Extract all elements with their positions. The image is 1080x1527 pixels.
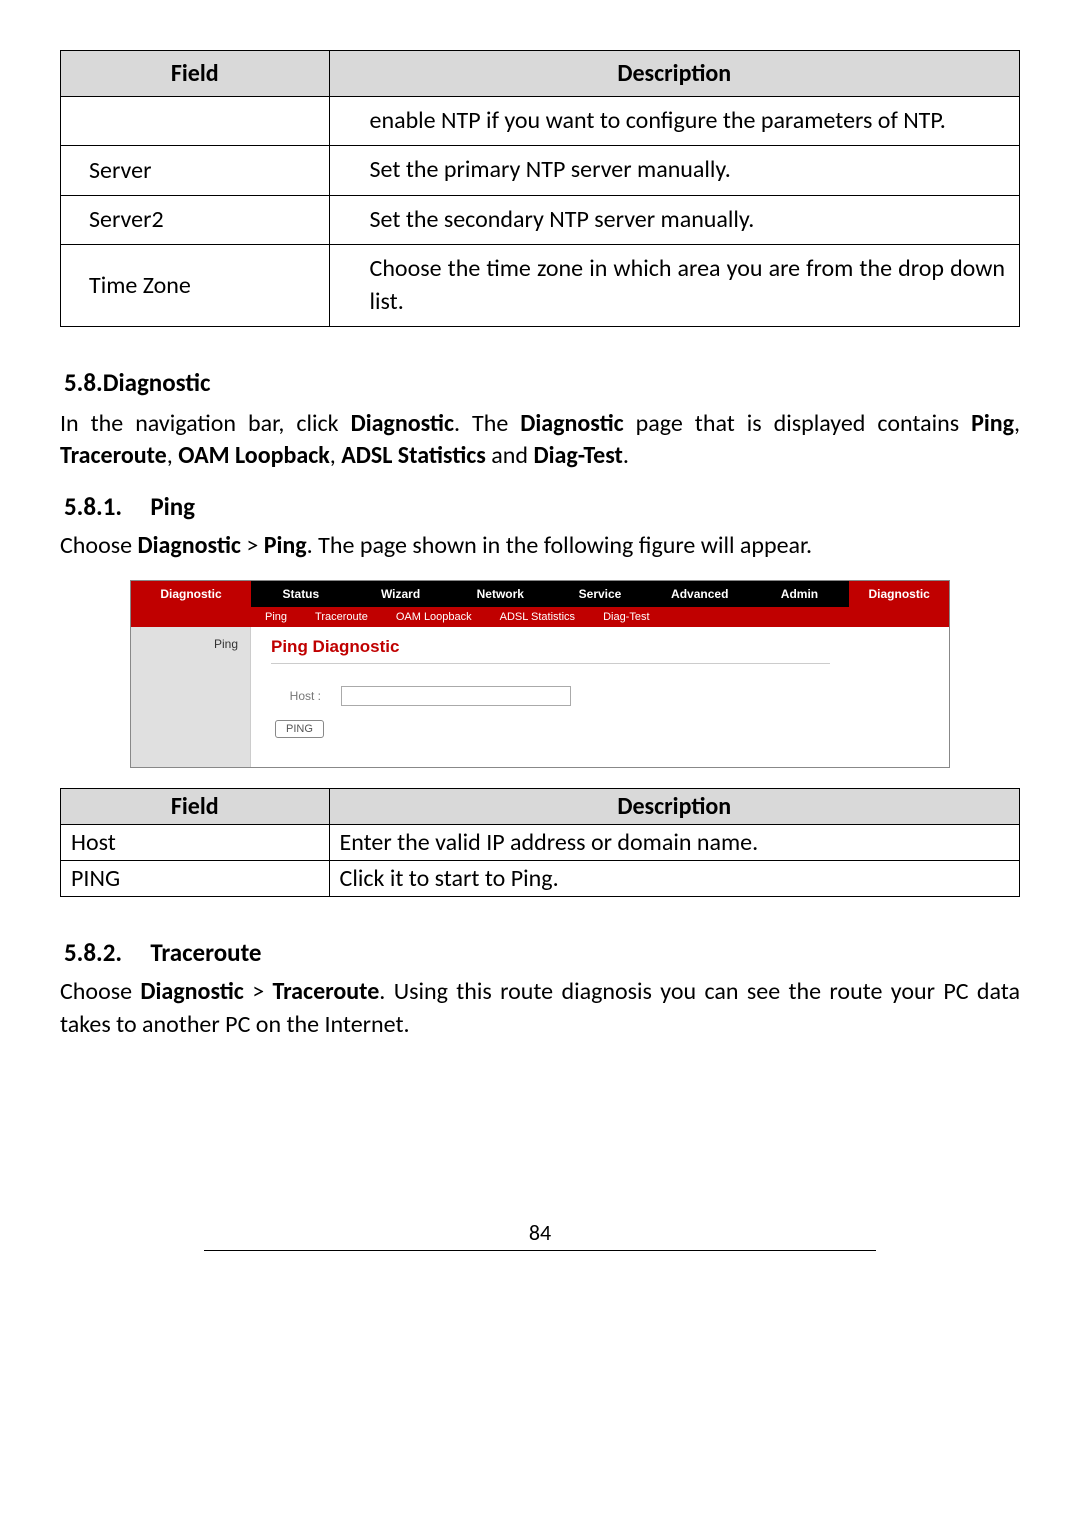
main-tabs: Status Wizard Network Service Advanced A… bbox=[251, 581, 949, 607]
tab-wizard[interactable]: Wizard bbox=[351, 581, 451, 607]
tab-advanced[interactable]: Advanced bbox=[650, 581, 750, 607]
ping-button[interactable]: PING bbox=[275, 720, 324, 738]
t2-r1-desc: Click it to start to Ping. bbox=[329, 861, 1019, 897]
row0-desc: enable NTP if you want to configure the … bbox=[329, 97, 1019, 146]
text-581: Choose Diagnostic > Ping. The page shown… bbox=[60, 530, 1020, 562]
row3-field: Time Zone bbox=[61, 245, 330, 327]
subtab-traceroute[interactable]: Traceroute bbox=[301, 607, 382, 627]
row2-desc: Set the secondary NTP server manually. bbox=[329, 195, 1019, 244]
subtab-adsl[interactable]: ADSL Statistics bbox=[486, 607, 589, 627]
ntp-parameters-table: Field Description enable NTP if you want… bbox=[60, 50, 1020, 327]
divider bbox=[271, 663, 830, 664]
text-582: Choose Diagnostic > Traceroute. Using th… bbox=[60, 976, 1020, 1041]
side-item-ping[interactable]: Ping bbox=[214, 637, 238, 651]
heading-diagnostic: 5.8.Diagnostic bbox=[64, 367, 1020, 398]
col-field: Field bbox=[61, 51, 330, 97]
t2-r1-field: PING bbox=[61, 861, 330, 897]
t2-r0-field: Host bbox=[61, 825, 330, 861]
text-58: In the navigation bar, click Diagnostic.… bbox=[60, 408, 1020, 473]
row2-field: Server2 bbox=[61, 195, 330, 244]
subtab-oam[interactable]: OAM Loopback bbox=[382, 607, 486, 627]
host-label: Host : bbox=[271, 689, 321, 703]
footer-rule bbox=[204, 1250, 876, 1251]
page-number: 84 bbox=[529, 1219, 551, 1246]
row0-field bbox=[61, 97, 330, 146]
tab-network[interactable]: Network bbox=[450, 581, 550, 607]
subtab-ping[interactable]: Ping bbox=[251, 607, 301, 627]
row1-field: Server bbox=[61, 146, 330, 195]
host-input[interactable] bbox=[341, 686, 571, 706]
t2-col-field: Field bbox=[61, 789, 330, 825]
tab-service[interactable]: Service bbox=[550, 581, 650, 607]
heading-traceroute: 5.8.2. Traceroute bbox=[64, 937, 1020, 968]
row3-desc: Choose the time zone in which area you a… bbox=[329, 245, 1019, 327]
tab-diagnostic[interactable]: Diagnostic bbox=[849, 581, 949, 607]
side-nav: Ping bbox=[131, 627, 251, 767]
ping-screenshot: Diagnostic Status Wizard Network Service… bbox=[130, 580, 950, 768]
row1-desc: Set the primary NTP server manually. bbox=[329, 146, 1019, 195]
heading-ping: 5.8.1. Ping bbox=[64, 491, 1020, 522]
ping-fields-table: Field Description Host Enter the valid I… bbox=[60, 788, 1020, 897]
t2-col-desc: Description bbox=[329, 789, 1019, 825]
side-label-diagnostic: Diagnostic bbox=[131, 581, 251, 627]
tab-status[interactable]: Status bbox=[251, 581, 351, 607]
subtab-diagtest[interactable]: Diag-Test bbox=[589, 607, 663, 627]
sub-tabs: Ping Traceroute OAM Loopback ADSL Statis… bbox=[251, 607, 949, 627]
tab-admin[interactable]: Admin bbox=[750, 581, 850, 607]
col-desc: Description bbox=[329, 51, 1019, 97]
t2-r0-desc: Enter the valid IP address or domain nam… bbox=[329, 825, 1019, 861]
panel-title: Ping Diagnostic bbox=[271, 637, 929, 657]
